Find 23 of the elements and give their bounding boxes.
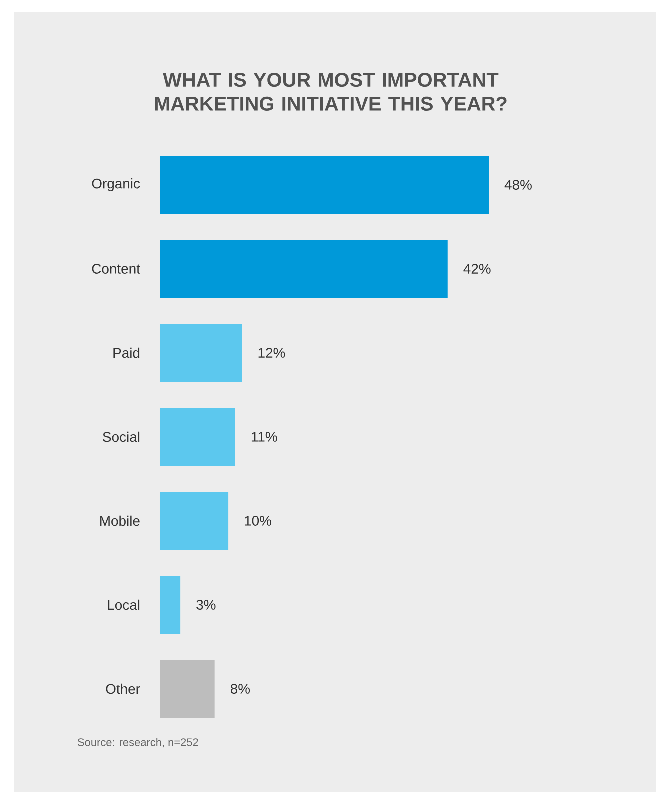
data-label: 3% [196, 600, 216, 610]
data-label: 48% [504, 180, 532, 190]
data-label: 8% [230, 684, 250, 694]
y-tick-label: Local [108, 600, 140, 610]
y-tick-label: Paid [114, 348, 140, 358]
y-tick-label: Organic [92, 178, 140, 192]
data-label: 42% [464, 264, 491, 274]
bar [160, 408, 236, 466]
bar [160, 324, 242, 382]
data-label: 10% [245, 516, 272, 526]
chart-title: WHAT IS YOUR MOST IMPORTANT MARKETING INITIATIVE THIS YEAR? [155, 72, 507, 111]
y-tick-label: Other [106, 684, 140, 694]
bar [160, 660, 215, 718]
data-label: 11% [252, 432, 278, 442]
data-label: 12% [258, 348, 286, 358]
y-tick-label: Content [92, 264, 140, 274]
bar [160, 156, 489, 214]
bar [160, 576, 181, 634]
y-tick-label: Social [103, 432, 140, 442]
bar [160, 492, 229, 550]
source-note: Source: research, n=252 [78, 738, 198, 748]
bar [160, 240, 448, 298]
y-tick-label: Mobile [100, 516, 140, 526]
